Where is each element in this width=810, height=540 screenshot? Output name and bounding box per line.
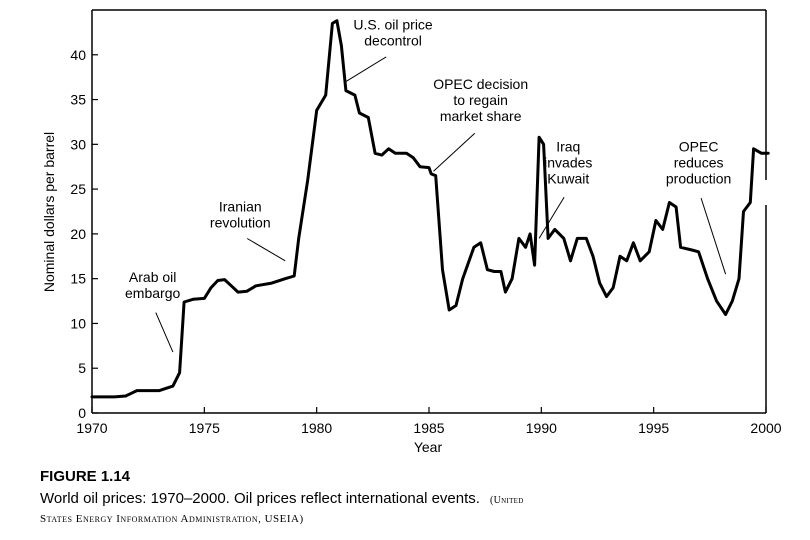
figure-caption: FIGURE 1.14 World oil prices: 1970–2000.… <box>40 466 800 528</box>
annotation-leader <box>246 238 286 262</box>
annotation-leader <box>345 56 387 83</box>
annotation-text: invades <box>544 154 592 170</box>
x-tick-label: 1990 <box>526 420 557 436</box>
figure-number: FIGURE 1.14 <box>40 468 131 485</box>
plot-frame <box>91 9 767 414</box>
y-tick-label: 10 <box>70 315 86 331</box>
caption-text: World oil prices: 1970–2000. Oil prices … <box>40 490 480 507</box>
y-tick-label: 15 <box>70 271 86 287</box>
x-tick-label: 1980 <box>301 420 332 436</box>
annotation-text: to regain <box>453 92 507 108</box>
source-start: (United <box>489 495 524 506</box>
y-tick-label: 40 <box>70 47 86 63</box>
annotation-text: Iraq <box>556 138 580 154</box>
oil-price-chart: 0 5 10 15 20 25 30 35 40 1970 1975 1980 1985 1990 199… <box>41 9 782 455</box>
annotation-leader <box>538 197 565 239</box>
annotation-leader <box>433 132 476 172</box>
annotation-text: U.S. oil price <box>353 17 433 33</box>
annotation-text: Arab oil <box>129 269 176 285</box>
y-axis-label: Nominal dollars per barrel <box>41 132 57 292</box>
series-line <box>90 19 770 399</box>
annotation-text: reduces <box>674 154 724 170</box>
x-tick-label: 1970 <box>76 420 107 436</box>
annotation-leader <box>155 312 174 353</box>
annotation-text: Iranian <box>219 199 262 215</box>
y-tick-label: 20 <box>70 226 86 242</box>
y-tick-label: 30 <box>70 136 86 152</box>
annotation-text: revolution <box>210 215 271 231</box>
annotation-text: production <box>666 170 731 186</box>
source-end: States Energy Information Administration… <box>40 513 304 525</box>
y-tick-label: 5 <box>78 360 86 376</box>
annotation-leader <box>700 197 727 275</box>
x-axis-ticks: 1970 1975 1980 1985 1990 1995 2000 <box>76 407 782 436</box>
x-tick-label: 2000 <box>750 420 781 436</box>
x-tick-label: 1975 <box>189 420 220 436</box>
annotation-text: Kuwait <box>547 170 589 186</box>
y-tick-label: 25 <box>70 181 86 197</box>
price-series <box>90 19 770 399</box>
x-tick-label: 1985 <box>413 420 444 436</box>
y-tick-label: 35 <box>70 92 86 108</box>
y-axis-ticks: 0 5 10 15 20 25 30 35 40 <box>70 47 98 421</box>
annotation-text: OPEC decision <box>433 76 528 92</box>
annotation-text: market share <box>440 108 522 124</box>
caption-text-line: World oil prices: 1970–2000. Oil prices … <box>40 488 800 510</box>
annotation-text: decontrol <box>364 33 422 49</box>
annotation-text: embargo <box>125 285 180 301</box>
x-tick-label: 1995 <box>638 420 669 436</box>
y-tick-label: 0 <box>78 405 86 421</box>
annotation-text: OPEC <box>679 138 719 154</box>
x-axis-label: Year <box>414 439 443 455</box>
